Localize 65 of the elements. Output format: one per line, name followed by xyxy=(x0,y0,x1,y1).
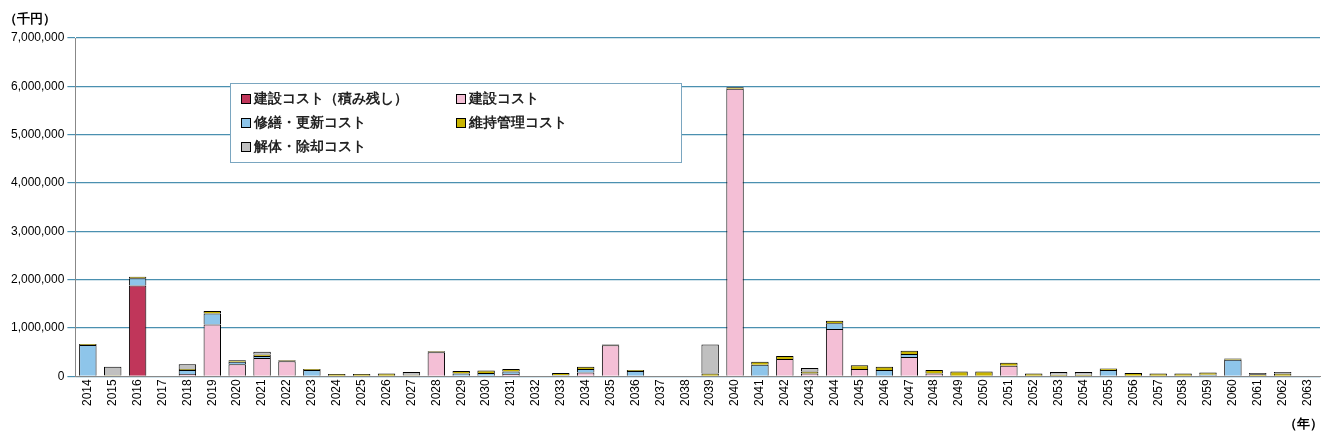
x-tick-label: 2047 xyxy=(901,378,916,407)
x-tick-label: 2039 xyxy=(702,378,717,407)
y-tick-label: 6,000,000 xyxy=(10,78,65,93)
x-tick-label: 2049 xyxy=(951,378,966,407)
x-tick-label: 2060 xyxy=(1225,378,1240,407)
x-tick-label: 2043 xyxy=(802,378,817,407)
x-tick-label: 2021 xyxy=(254,378,269,407)
x-tick-label: 2042 xyxy=(777,378,792,407)
x-tick-label: 2054 xyxy=(1075,378,1090,407)
x-tick-label: 2041 xyxy=(752,378,767,407)
x-tick-label: 2037 xyxy=(652,378,667,407)
x-tick-label: 2024 xyxy=(329,378,344,407)
x-tick-label: 2016 xyxy=(129,378,144,407)
x-tick-label: 2057 xyxy=(1150,378,1165,407)
y-tick-label: 7,000,000 xyxy=(10,30,65,45)
x-tick-label: 2061 xyxy=(1250,378,1265,407)
x-tick-label: 2051 xyxy=(1001,378,1016,407)
x-tick-label: 2053 xyxy=(1050,378,1065,407)
x-tick-label: 2023 xyxy=(304,378,319,407)
x-tick-label: 2052 xyxy=(1026,378,1041,407)
y-tick-label: 3,000,000 xyxy=(10,223,65,238)
x-tick-label: 2036 xyxy=(627,378,642,407)
x-tick-label: 2025 xyxy=(353,378,368,407)
x-tick-label: 2045 xyxy=(851,378,866,407)
x-tick-label: 2050 xyxy=(976,378,991,407)
x-tick-label: 2026 xyxy=(378,378,393,407)
x-tick-label: 2017 xyxy=(154,378,169,407)
x-tick-label: 2038 xyxy=(677,378,692,407)
x-tick-label: 2027 xyxy=(403,378,418,407)
x-tick-label: 2034 xyxy=(577,378,592,407)
y-tick-label: 5,000,000 xyxy=(10,126,65,141)
x-tick-label: 2046 xyxy=(876,378,891,407)
legend-label: 修繕・更新コスト xyxy=(254,114,367,132)
x-tick-label: 2020 xyxy=(229,378,244,407)
x-tick-label: 2019 xyxy=(204,378,219,407)
x-tick-label: 2030 xyxy=(478,378,493,407)
x-tick-label: 2062 xyxy=(1274,378,1289,407)
x-tick-label: 2028 xyxy=(428,378,443,407)
x-tick-label: 2018 xyxy=(179,378,194,407)
x-tick-label: 2035 xyxy=(602,378,617,407)
x-tick-label: 2048 xyxy=(926,378,941,407)
legend-label: 建設コスト xyxy=(469,90,540,108)
y-tick-label: 2,000,000 xyxy=(10,271,65,286)
legend-label: 維持管理コスト xyxy=(469,114,568,132)
legend-label: 解体・除却コスト xyxy=(254,138,367,156)
y-axis-title: （千円） xyxy=(4,11,57,27)
x-tick-label: 2014 xyxy=(80,378,95,407)
x-tick-label: 2015 xyxy=(105,378,120,407)
x-tick-label: 2059 xyxy=(1200,378,1215,407)
x-tick-label: 2022 xyxy=(279,378,294,407)
x-tick-label: 2056 xyxy=(1125,378,1140,407)
x-tick-label: 2029 xyxy=(453,378,468,407)
x-tick-label: 2063 xyxy=(1299,378,1314,407)
y-tick-label: 4,000,000 xyxy=(10,175,65,190)
x-tick-label: 2058 xyxy=(1175,378,1190,407)
x-tick-label: 2040 xyxy=(727,378,742,407)
x-tick-label: 2032 xyxy=(528,378,543,407)
x-tick-label: 2031 xyxy=(503,378,518,407)
y-tick-label: 1,000,000 xyxy=(10,320,65,335)
x-tick-label: 2055 xyxy=(1100,378,1115,407)
x-tick-label: 2044 xyxy=(826,378,841,407)
legend-label: 建設コスト（積み残し） xyxy=(254,90,409,108)
y-tick-label: 0 xyxy=(57,368,65,383)
x-axis-title: （年） xyxy=(1284,416,1323,432)
x-tick-label: 2033 xyxy=(553,378,568,407)
